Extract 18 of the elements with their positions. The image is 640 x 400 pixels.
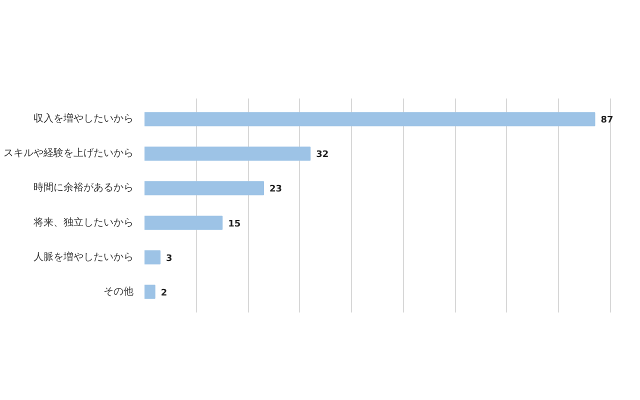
data-label: 2 bbox=[160, 288, 168, 298]
y-tick-label: その他 bbox=[104, 285, 134, 298]
bar bbox=[144, 181, 264, 196]
data-label: 32 bbox=[316, 150, 329, 160]
data-label: 3 bbox=[166, 254, 172, 264]
bar bbox=[144, 284, 156, 299]
y-tick-label: 人脈を増やしたいから bbox=[34, 250, 134, 263]
bar bbox=[144, 112, 596, 126]
data-label: 23 bbox=[270, 184, 282, 195]
y-tick-label: スキルや経験を上げたいから bbox=[4, 147, 134, 160]
data-label: 15 bbox=[228, 219, 241, 230]
y-tick-label: 時間に余裕があるから bbox=[34, 182, 134, 194]
y-tick-label: 将来、独立したいから bbox=[32, 216, 134, 228]
data-label: 87 bbox=[600, 116, 614, 126]
bar bbox=[144, 216, 223, 230]
y-tick-label: 収入を増やしたいから bbox=[34, 112, 134, 125]
bar bbox=[144, 250, 161, 264]
bar bbox=[144, 146, 311, 161]
